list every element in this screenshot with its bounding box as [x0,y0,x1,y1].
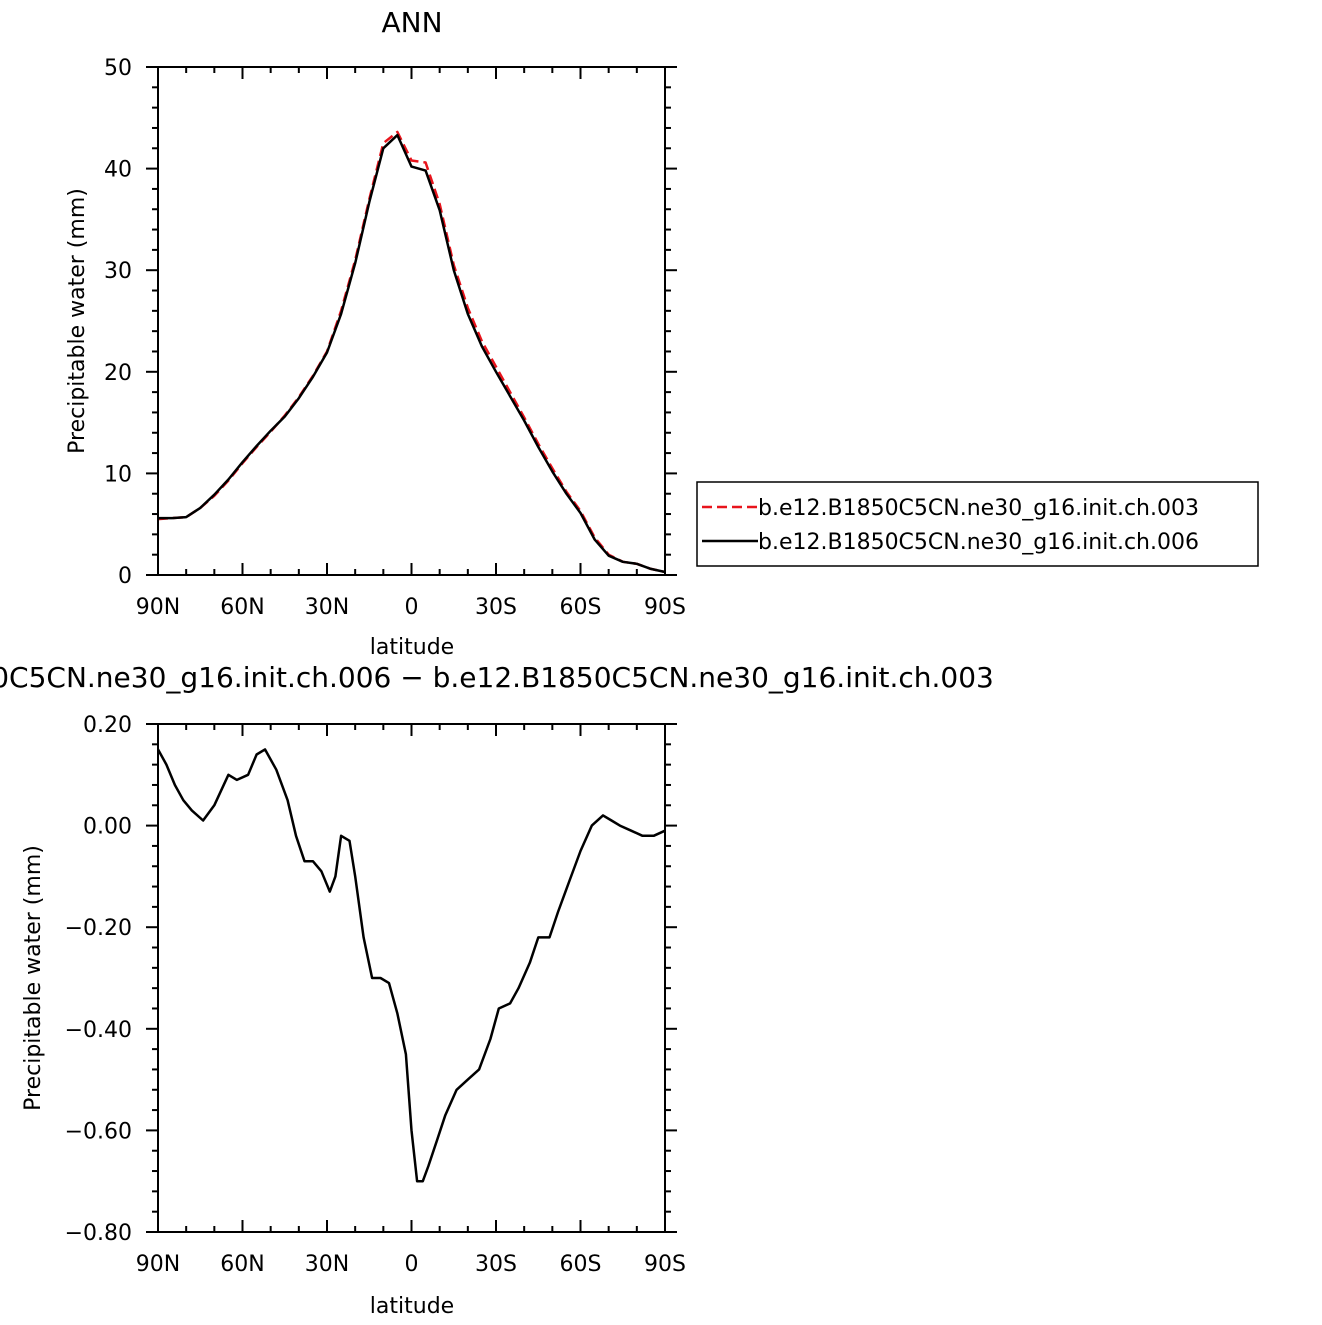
chart-top-ylabel: Precipitable water (mm) [65,188,90,454]
legend-box [696,481,1259,567]
chart-bottom-ytick-label: −0.40 [65,1018,132,1043]
chart-top-frame [157,66,666,576]
chart-top-ytick-label: 10 [104,462,132,487]
chart-bottom-ytick-label: 0.20 [83,713,132,738]
chart-top-ticks: 90N 60N 30N 0 30S 60S 90S 0 10 20 30 40 50 [104,56,686,620]
chart-top-ytick-label: 20 [104,361,132,386]
chart-top-ytick-label: 50 [104,56,132,81]
chart-bottom-series-line-1 [156,748,666,1183]
chart-top-ytick-label: 30 [104,259,132,284]
chart-bottom-xtick-label: 30N [305,1252,349,1277]
chart-top-xtick-label: 30N [305,595,349,620]
chart-top-legend: b.e12.B1850C5CN.ne30_g16.init.ch.003 b.e… [696,481,1259,567]
chart-bottom-ytick-label: 0.00 [83,815,132,840]
chart-bottom-ytick-label: −0.60 [65,1119,132,1144]
chart-bottom-xlabel: latitude [370,1294,454,1319]
chart-top-xtick-label: 90S [644,595,686,620]
legend-label-series-1: b.e12.B1850C5CN.ne30_g16.init.ch.003 [758,496,1199,521]
chart-bottom-ticks: 90N 60N 30N 0 30S 60S 90S 0.20 0.00 −0.20 −0.40 −0.… [65,713,686,1277]
chart-top-ytick-label: 40 [104,158,132,183]
chart-bottom-series [156,748,666,1183]
chart-bottom-title: b.e12.B1850C5CN.ne30_g16.init.ch.006 − b… [0,661,994,694]
chart-top: ANN Precipitable water (mm) latitude 90N… [65,6,1259,660]
chart-top-title: ANN [381,6,442,39]
chart-top-xtick-label: 30S [475,595,517,620]
chart-bottom: b.e12.B1850C5CN.ne30_g16.init.ch.006 − b… [0,661,994,1319]
chart-bottom-ylabel: Precipitable water (mm) [21,845,46,1111]
chart-top-series-line-2 [158,133,666,574]
chart-bottom-xtick-label: 60S [560,1252,602,1277]
chart-bottom-xtick-label: 30S [475,1252,517,1277]
chart-bottom-ytick-label: −0.20 [65,916,132,941]
chart-top-xtick-label: 60S [560,595,602,620]
chart-bottom-ytick-label: −0.80 [65,1221,132,1246]
chart-bottom-xtick-label: 90N [136,1252,180,1277]
chart-top-xtick-label: 0 [405,595,419,620]
chart-top-series-line-1 [157,130,666,574]
chart-top-xtick-label: 90N [136,595,180,620]
chart-top-series [157,130,666,574]
chart-top-ytick-label: 0 [118,564,132,589]
chart-bottom-xtick-label: 60N [220,1252,264,1277]
chart-bottom-xtick-label: 0 [405,1252,419,1277]
legend-label-series-2: b.e12.B1850C5CN.ne30_g16.init.ch.006 [758,530,1199,555]
chart-bottom-xtick-label: 90S [644,1252,686,1277]
chart-top-xtick-label: 60N [220,595,264,620]
chart-bottom-frame [157,723,666,1233]
chart-top-xlabel: latitude [370,635,454,660]
